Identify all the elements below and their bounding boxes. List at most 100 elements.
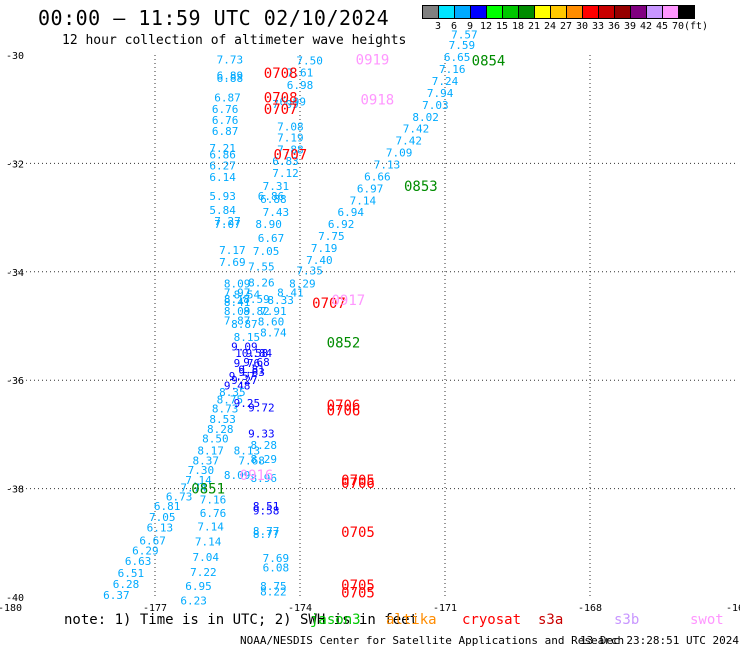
wave-height-point: 8.09	[224, 469, 251, 482]
wave-height-point: 7.97	[224, 286, 251, 299]
wave-height-point: 7.07	[214, 218, 241, 231]
pass-time-label: 0706	[327, 404, 361, 420]
wave-height-point: 6.76	[212, 103, 239, 116]
satellite-legend-entry: cryosat	[462, 612, 522, 628]
wave-height-point: 7.57	[451, 28, 478, 41]
wave-height-point: 8.77	[253, 525, 280, 538]
wave-height-point: 8.41	[224, 296, 251, 309]
pass-time-label: 0917	[331, 293, 365, 309]
wave-height-point: 7.05	[149, 511, 176, 524]
chart-subtitle: 12 hour collection of altimeter wave hei…	[62, 33, 407, 48]
wave-height-point: 8.33	[267, 294, 294, 307]
footer-timestamp: 13 Dec 23:28:51 UTC 2024	[580, 634, 739, 647]
wave-height-point: 6.87	[212, 125, 239, 138]
wave-height-point: 6.73	[166, 491, 193, 504]
y-tick-label: -34	[6, 268, 24, 279]
wave-height-point: 8.82	[243, 305, 270, 318]
wave-height-point: 7.88	[277, 143, 304, 156]
wave-height-point: 7.14	[197, 521, 224, 534]
wave-height-point: 9.48	[224, 380, 251, 393]
wave-height-point: 7.14	[195, 536, 222, 549]
wave-height-point: 8.22	[260, 586, 287, 599]
wave-height-point: 8.13	[234, 445, 261, 458]
wave-height-point: 9.83	[238, 366, 265, 379]
wave-height-point: 8.53	[209, 413, 236, 426]
wave-height-point: 8.17	[197, 445, 224, 458]
wave-height-point: 7.14	[185, 474, 212, 487]
wave-height-point: 6.98	[287, 79, 314, 92]
pass-time-label: 0916	[240, 468, 274, 484]
wave-height-point: 6.99	[280, 96, 307, 109]
wave-height-point: 6.23	[180, 594, 207, 607]
wave-height-point: 8.75	[260, 580, 287, 593]
color-scale-tick: 21	[527, 21, 541, 32]
wave-height-point: 9.25	[234, 397, 261, 410]
wave-height-point: 7.55	[248, 260, 275, 273]
wave-height-point: 6.37	[103, 589, 130, 602]
pass-time-label: 0705	[341, 586, 375, 602]
wave-height-point: 6.67	[139, 535, 166, 548]
wave-height-point: 8.90	[255, 218, 282, 231]
wave-height-point: 7.69	[263, 552, 290, 565]
satellite-legend-entry: altika	[386, 612, 437, 628]
wave-height-point: 7.13	[374, 158, 401, 171]
wave-height-point: 7.16	[439, 63, 466, 76]
wave-height-point: 6.51	[118, 567, 145, 580]
footer-source: NOAA/NESDIS Center for Satellite Applica…	[240, 634, 625, 647]
wave-height-point: 8.26	[248, 277, 275, 290]
color-scale-tick: 6	[450, 21, 458, 32]
wave-height-point: 7.12	[272, 167, 299, 180]
pass-time-label: 0707	[312, 296, 346, 312]
wave-height-point: 6.29	[132, 544, 159, 557]
wave-height-point: 8.87	[231, 318, 258, 331]
wave-height-point: 9.33	[248, 427, 275, 440]
color-scale-tick: 24	[543, 21, 557, 32]
y-tick-label: -38	[6, 485, 24, 496]
pass-time-label: 0854	[472, 53, 506, 69]
wave-height-point: 8.28	[251, 439, 278, 452]
color-scale-tick: 33	[591, 21, 605, 32]
x-tick-label: -180	[0, 603, 22, 614]
pass-time-label: 0706	[341, 476, 375, 492]
wave-height-point: 7.69	[219, 256, 246, 269]
wave-height-point: 6.66	[364, 170, 391, 183]
wave-height-point: 6.76	[200, 507, 227, 520]
wave-height-point: 7.50	[296, 54, 323, 67]
wave-height-point: 9.57	[229, 370, 256, 383]
wave-height-point: 6.92	[328, 218, 355, 231]
wave-height-point: 7.22	[190, 566, 217, 579]
pass-time-label: 0706	[327, 398, 361, 414]
wave-height-point: 9.84	[246, 347, 273, 360]
wave-height-point: 8.35	[219, 386, 246, 399]
wave-height-point: 8.50	[202, 433, 229, 446]
wave-height-point: 7.31	[263, 180, 290, 193]
wave-height-point: 7.08	[277, 121, 304, 134]
x-tick-label: -16	[726, 603, 740, 614]
pass-time-label: 0705	[341, 578, 375, 594]
wave-height-point: 8.28	[207, 423, 234, 436]
wave-height-point: 6.83	[272, 155, 299, 168]
wave-height-point: 9.81	[238, 363, 265, 376]
pass-time-label: 0708	[264, 90, 298, 106]
wave-height-point: 6.76	[212, 114, 239, 127]
satellite-legend-entry: s3b	[614, 612, 640, 628]
wave-height-point: 9.68	[243, 356, 270, 369]
color-scale-tick: 18	[511, 21, 525, 32]
wave-height-point: 7.73	[217, 53, 244, 66]
pass-time-label: 0705	[341, 473, 375, 489]
wave-height-point: 6.95	[185, 580, 212, 593]
legend-note: note: 1) Time is in UTC; 2) SWH is in fe…	[64, 612, 419, 628]
wave-height-point: 7.17	[219, 244, 246, 257]
wave-height-point: 7.30	[188, 464, 215, 477]
wave-height-point: 8.41	[277, 286, 304, 299]
wave-height-point: 6.67	[258, 232, 285, 245]
color-scale-tick: 27	[559, 21, 573, 32]
wave-height-point: 6.86	[209, 149, 236, 162]
color-scale-tick: 39	[623, 21, 637, 32]
color-scale-tick: 3	[434, 21, 442, 32]
wave-height-point: 8.15	[234, 331, 261, 344]
color-scale-unit: (ft)	[683, 21, 709, 32]
wave-height-point: 7.09	[272, 98, 299, 111]
wave-height-point: 5.93	[209, 190, 236, 203]
wave-height-point: 7.74	[180, 482, 207, 495]
